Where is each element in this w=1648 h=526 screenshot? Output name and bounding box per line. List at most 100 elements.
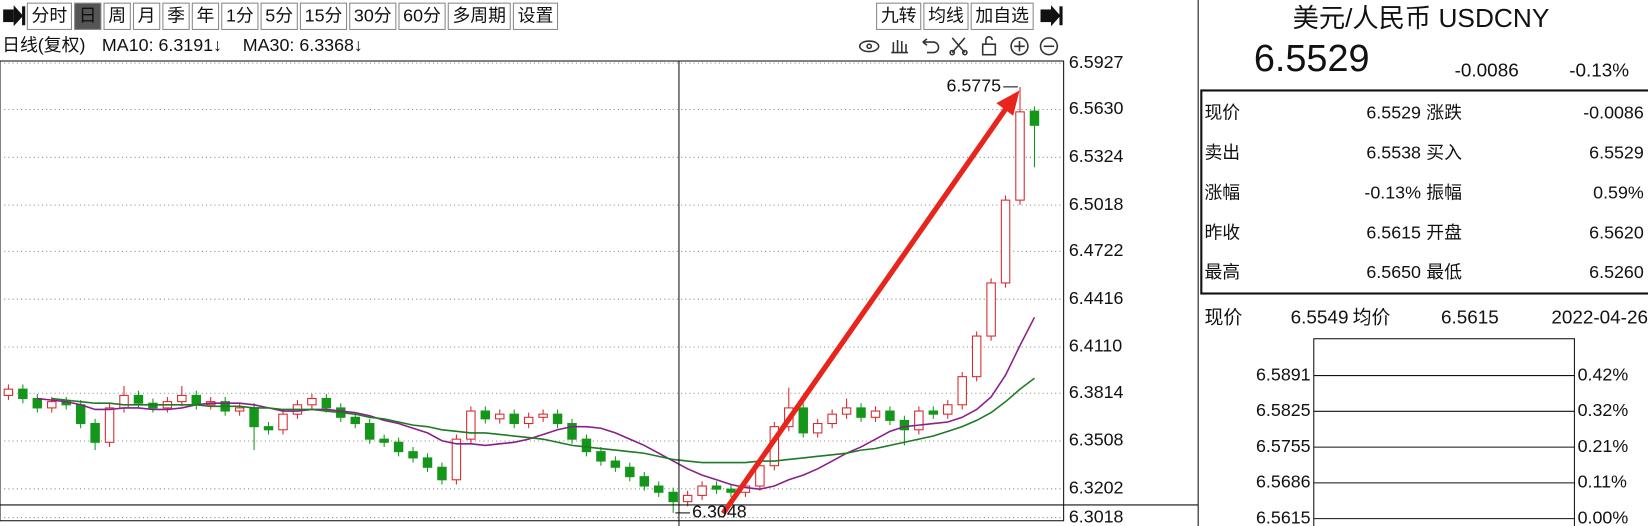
- candle-body: [899, 419, 910, 431]
- button-label[interactable]: 设置: [518, 6, 554, 26]
- candle-body: [90, 423, 100, 443]
- toolbar-button[interactable]: 周: [103, 2, 131, 30]
- candle-body: [957, 376, 967, 406]
- chart-tools[interactable]: [858, 36, 1059, 56]
- candle-body: [393, 441, 404, 453]
- candle-body: [191, 394, 202, 406]
- legend-entry: MA10: 6.3191↓: [102, 35, 222, 55]
- button-box[interactable]: [191, 2, 220, 30]
- row-label: 振幅: [1426, 182, 1462, 202]
- button-label[interactable]: 5分: [265, 6, 293, 26]
- button-label[interactable]: 月: [138, 6, 156, 26]
- candle-body: [711, 485, 722, 490]
- row-value: 6.5538: [1366, 142, 1421, 162]
- candle-body: [726, 488, 736, 493]
- button-box[interactable]: [970, 2, 1034, 30]
- button-label[interactable]: 九转: [881, 6, 917, 26]
- button-box[interactable]: [162, 2, 190, 30]
- candle-body: [408, 451, 418, 459]
- button-label[interactable]: 多周期: [452, 6, 506, 26]
- button-box[interactable]: [132, 2, 161, 30]
- button-box[interactable]: [74, 2, 102, 30]
- button-label[interactable]: 加自选: [975, 6, 1029, 26]
- row-label: 涨跌: [1426, 102, 1462, 122]
- row-value: 6.5529: [1589, 142, 1644, 162]
- candle-body: [581, 438, 592, 453]
- y-tick-label: 6.4722: [1069, 240, 1124, 260]
- toolbar-button[interactable]: 1分: [221, 2, 259, 30]
- trend-arrow: [720, 90, 1020, 515]
- toolbar-button[interactable]: 5分: [260, 2, 298, 30]
- candle-body: [914, 410, 924, 431]
- candle-body: [523, 416, 534, 425]
- candle-body: [798, 407, 808, 434]
- toolbar-icon[interactable]: [1040, 5, 1063, 27]
- candle-body: [986, 282, 996, 337]
- toolbar-button[interactable]: 60分: [398, 2, 446, 30]
- row-label: 昨收: [1204, 222, 1240, 242]
- button-label[interactable]: 15分: [305, 6, 343, 26]
- candle-body: [278, 413, 288, 431]
- legend-entry: MA30: 6.3368↓: [243, 35, 363, 55]
- toolbar-button[interactable]: 月: [132, 2, 161, 30]
- y-tick-label: 6.4110: [1069, 336, 1122, 356]
- toolbar-button[interactable]: 分时: [26, 2, 72, 30]
- chart-frame: [0, 60, 1065, 522]
- row-value: 0.59%: [1593, 182, 1644, 202]
- candle-body: [1029, 110, 1040, 126]
- candle-body: [263, 426, 274, 431]
- candle-body: [841, 407, 852, 415]
- toolbar-button[interactable]: 设置: [512, 2, 559, 30]
- toolbar-button[interactable]: 九转: [876, 2, 922, 30]
- quote-change-pct: -0.13%: [1569, 61, 1629, 82]
- toolbar-button[interactable]: 日: [74, 2, 102, 30]
- y-tick-label: 6.5324: [1069, 146, 1124, 166]
- button-label[interactable]: 30分: [354, 6, 392, 26]
- button-box[interactable]: [260, 2, 298, 30]
- button-label[interactable]: 分时: [32, 6, 68, 26]
- candle-body: [249, 407, 259, 428]
- candle-body: [133, 394, 144, 404]
- button-label[interactable]: 年: [197, 6, 215, 26]
- toolbar-button[interactable]: 15分: [299, 2, 348, 30]
- candle-body: [3, 388, 14, 396]
- intraday-price-tick: 6.5891: [1256, 364, 1311, 384]
- toolbar-button[interactable]: 年: [191, 2, 220, 30]
- button-label[interactable]: 日: [79, 6, 97, 26]
- button-box[interactable]: [876, 2, 922, 30]
- toolbar-button[interactable]: 均线: [923, 2, 969, 30]
- button-label[interactable]: 60分: [403, 6, 441, 26]
- toolbar-button[interactable]: 季: [162, 2, 190, 30]
- toolbar-button[interactable]: 多周期: [447, 2, 511, 30]
- button-box[interactable]: [103, 2, 131, 30]
- button-label[interactable]: 季: [167, 6, 185, 26]
- toolbar-button[interactable]: 加自选: [970, 2, 1034, 30]
- button-label[interactable]: 周: [108, 6, 126, 26]
- y-tick-label: 6.5018: [1069, 194, 1124, 214]
- row-label: 现价: [1204, 102, 1240, 122]
- button-label[interactable]: 1分: [226, 6, 254, 26]
- quote-table: [1200, 89, 1648, 295]
- candle-body: [32, 398, 43, 409]
- button-box[interactable]: [299, 2, 348, 30]
- button-box[interactable]: [349, 2, 397, 30]
- candle-body: [422, 457, 433, 468]
- button-box[interactable]: [447, 2, 511, 30]
- quote-price: 6.5529: [1254, 38, 1370, 80]
- button-box[interactable]: [221, 2, 259, 30]
- intraday-info: 2022-04-26: [1551, 308, 1648, 329]
- toolbar-icon[interactable]: [3, 5, 26, 27]
- intraday-price-tick: 6.5825: [1256, 400, 1311, 420]
- button-box[interactable]: [923, 2, 969, 30]
- button-box[interactable]: [398, 2, 446, 30]
- row-value: -0.13%: [1364, 182, 1421, 202]
- toolbar-button[interactable]: 30分: [349, 2, 397, 30]
- row-label: 最高: [1204, 262, 1240, 282]
- row-label: 买入: [1426, 142, 1462, 162]
- button-box[interactable]: [26, 2, 72, 30]
- y-tick-label: 6.5630: [1069, 98, 1124, 118]
- button-box[interactable]: [512, 2, 559, 30]
- y-tick-label: 6.3018: [1069, 506, 1124, 526]
- button-label[interactable]: 均线: [928, 6, 964, 26]
- row-label: 卖出: [1204, 142, 1240, 162]
